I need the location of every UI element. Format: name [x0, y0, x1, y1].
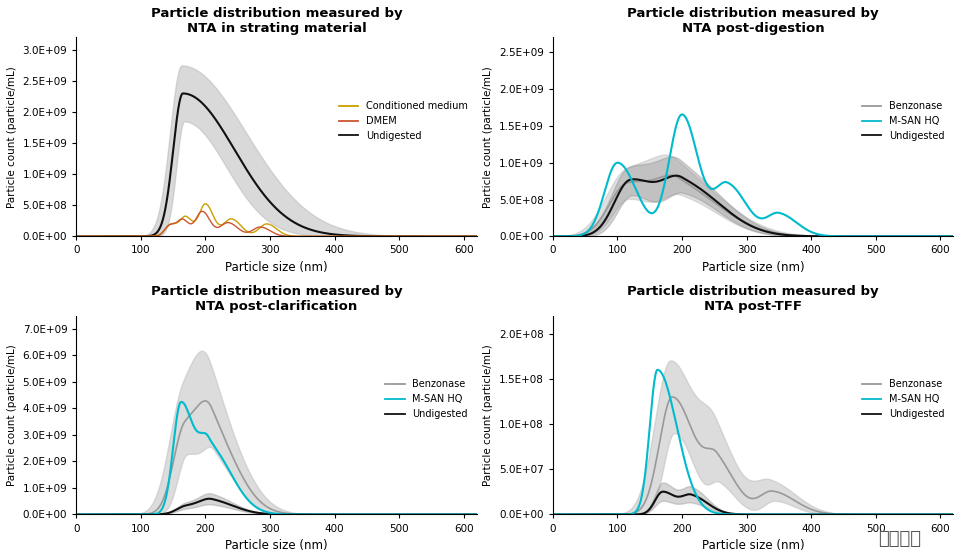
Title: Particle distribution measured by
NTA post-clarification: Particle distribution measured by NTA po…	[151, 285, 402, 313]
X-axis label: Particle size (nm): Particle size (nm)	[702, 539, 804, 552]
Title: Particle distribution measured by
NTA in strating material: Particle distribution measured by NTA in…	[151, 7, 402, 35]
Legend: Benzonase, M-SAN HQ, Undigested: Benzonase, M-SAN HQ, Undigested	[381, 376, 471, 423]
X-axis label: Particle size (nm): Particle size (nm)	[226, 539, 327, 552]
Legend: Conditioned medium, DMEM, Undigested: Conditioned medium, DMEM, Undigested	[335, 97, 471, 145]
Title: Particle distribution measured by
NTA post-digestion: Particle distribution measured by NTA po…	[627, 7, 878, 35]
Title: Particle distribution measured by
NTA post-TFF: Particle distribution measured by NTA po…	[627, 285, 878, 313]
Y-axis label: Particle count (particle/mL): Particle count (particle/mL)	[7, 344, 17, 486]
Text: 倍笼生物: 倍笼生物	[878, 530, 922, 548]
Y-axis label: Particle count (particle/mL): Particle count (particle/mL)	[7, 66, 17, 208]
X-axis label: Particle size (nm): Particle size (nm)	[702, 261, 804, 274]
Legend: Benzonase, M-SAN HQ, Undigested: Benzonase, M-SAN HQ, Undigested	[857, 97, 948, 145]
Y-axis label: Particle count (particle/mL): Particle count (particle/mL)	[484, 344, 493, 486]
Y-axis label: Particle count (particle/mL): Particle count (particle/mL)	[484, 66, 493, 208]
X-axis label: Particle size (nm): Particle size (nm)	[226, 261, 327, 274]
Legend: Benzonase, M-SAN HQ, Undigested: Benzonase, M-SAN HQ, Undigested	[857, 376, 948, 423]
